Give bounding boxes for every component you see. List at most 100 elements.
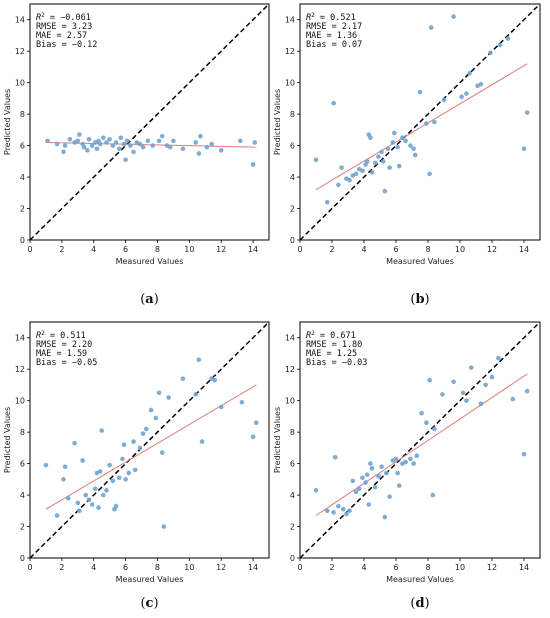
data-point xyxy=(459,94,464,100)
data-point xyxy=(384,470,389,476)
x-tick-label: 8 xyxy=(155,245,160,254)
data-point xyxy=(379,149,384,155)
data-point xyxy=(250,162,256,167)
data-point xyxy=(159,133,165,139)
panel-caption: (d) xyxy=(410,596,429,611)
data-point xyxy=(209,141,214,147)
data-point xyxy=(414,453,420,459)
rmse-stat: RMSE = 2.20 xyxy=(36,340,92,350)
x-tick-label: 10 xyxy=(184,563,194,572)
data-point xyxy=(83,492,89,498)
data-point xyxy=(116,146,122,152)
x-tick-label: 6 xyxy=(393,563,398,572)
data-point xyxy=(428,25,434,30)
x-tick-label: 0 xyxy=(297,563,302,572)
data-point xyxy=(440,392,445,397)
data-point xyxy=(419,410,424,416)
data-point xyxy=(353,489,359,495)
data-point xyxy=(372,160,378,166)
mae-stat: MAE = 1.36 xyxy=(306,31,357,41)
data-point xyxy=(62,143,68,148)
y-tick-label: 10 xyxy=(15,79,25,88)
x-tick-label: 6 xyxy=(123,245,128,254)
data-point xyxy=(252,140,257,145)
x-tick-label: 4 xyxy=(91,245,96,254)
data-point xyxy=(324,508,330,514)
r2-superscript: 2 xyxy=(311,12,315,19)
data-point xyxy=(393,456,399,462)
data-point xyxy=(396,163,402,169)
data-point xyxy=(128,143,133,148)
data-point xyxy=(43,462,49,468)
data-point xyxy=(441,97,447,103)
data-point xyxy=(45,138,50,144)
identity-line xyxy=(300,322,540,558)
x-axis-label: Measured Values xyxy=(386,575,454,584)
data-point xyxy=(86,137,92,142)
data-point xyxy=(238,138,243,144)
data-point xyxy=(505,36,511,41)
x-tick-label: 10 xyxy=(455,563,465,572)
y-tick-label: 0 xyxy=(290,554,295,563)
mae-stat: MAE = 2.57 xyxy=(36,31,87,41)
data-point xyxy=(489,374,495,380)
data-point xyxy=(104,488,109,493)
y-tick-label: 4 xyxy=(20,491,25,500)
data-point xyxy=(488,50,493,56)
y-tick-label: 12 xyxy=(285,47,295,56)
data-point xyxy=(250,434,256,440)
y-axis-label: Predicted Values xyxy=(3,407,12,473)
data-point xyxy=(253,420,259,425)
data-point xyxy=(218,148,224,153)
data-point xyxy=(123,477,128,482)
x-tick-label: 8 xyxy=(425,245,430,254)
data-point xyxy=(411,146,416,152)
data-point xyxy=(137,445,143,451)
y-tick-label: 2 xyxy=(20,205,25,214)
x-tick-label: 2 xyxy=(329,245,334,254)
data-point xyxy=(396,483,402,488)
data-point xyxy=(171,138,176,144)
data-point xyxy=(113,140,119,145)
x-tick-label: 10 xyxy=(455,245,465,254)
data-point xyxy=(408,456,413,462)
data-point xyxy=(86,497,92,503)
data-point xyxy=(364,159,370,164)
panel-b: 0 2 4 6 8 10 12 14 0 2 4 6 8 10 12 14 Measured Values Pre… xyxy=(273,3,541,307)
data-point xyxy=(432,119,437,125)
data-point xyxy=(121,141,127,147)
data-point xyxy=(148,407,154,413)
x-tick-label: 0 xyxy=(297,245,302,254)
data-point xyxy=(193,392,199,397)
data-point xyxy=(97,141,103,147)
panel-a: 0 2 4 6 8 10 12 14 0 2 4 6 8 10 12 14 Measured Values Pre… xyxy=(3,3,270,307)
data-point xyxy=(156,138,162,144)
data-point xyxy=(80,458,85,463)
data-point xyxy=(77,508,82,514)
x-tick-label: 4 xyxy=(361,563,366,572)
data-point xyxy=(382,514,388,520)
y-tick-label: 10 xyxy=(285,79,295,88)
regression-line xyxy=(45,384,257,510)
data-point xyxy=(366,502,372,507)
data-point xyxy=(451,14,456,19)
data-point xyxy=(524,110,530,115)
x-tick-label: 2 xyxy=(59,563,64,572)
bias-stat: Bias = −0.12 xyxy=(36,40,97,50)
y-tick-label: 6 xyxy=(290,142,295,151)
x-tick-label: 12 xyxy=(487,563,497,572)
data-point xyxy=(100,135,106,141)
data-point xyxy=(332,455,338,460)
data-point xyxy=(180,146,186,152)
data-point xyxy=(400,135,405,141)
x-tick-label: 8 xyxy=(425,563,430,572)
data-point xyxy=(131,149,136,155)
data-point xyxy=(218,404,224,410)
y-tick-label: 14 xyxy=(285,16,295,25)
data-point xyxy=(110,478,116,484)
y-tick-label: 12 xyxy=(15,47,25,56)
data-point xyxy=(126,470,132,476)
data-point xyxy=(54,141,60,147)
data-point xyxy=(464,398,469,403)
r2-superscript: 2 xyxy=(41,12,45,19)
